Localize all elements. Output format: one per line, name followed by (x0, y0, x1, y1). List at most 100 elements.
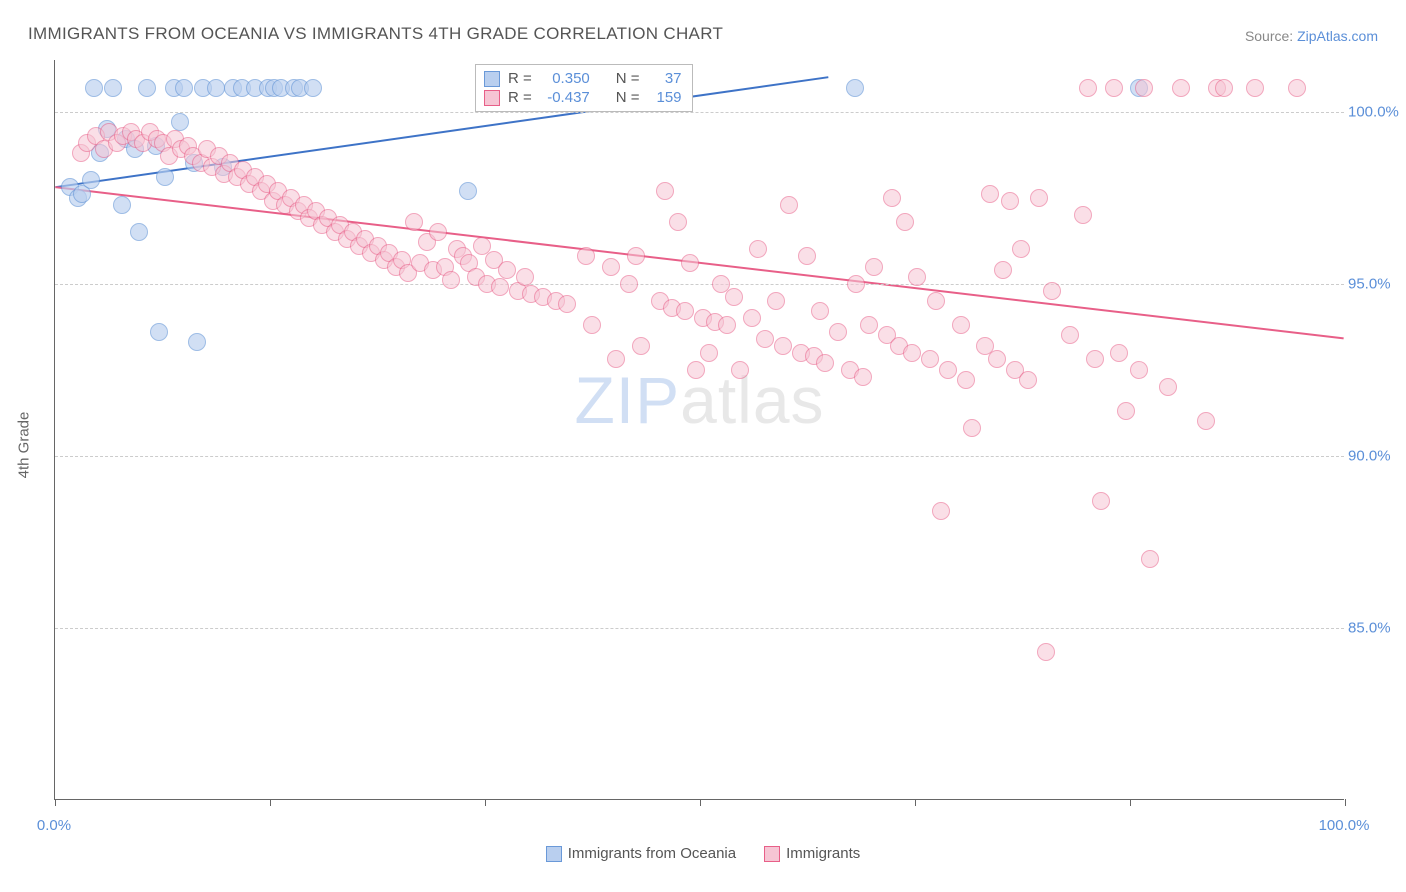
legend-r-label: R = (508, 70, 532, 87)
data-point (939, 361, 957, 379)
data-point (304, 79, 322, 97)
data-point (865, 258, 883, 276)
data-point (442, 271, 460, 289)
data-point (85, 79, 103, 97)
x-tick (1130, 799, 1131, 806)
data-point (104, 79, 122, 97)
gridline (55, 628, 1344, 629)
data-point (743, 309, 761, 327)
data-point (405, 213, 423, 231)
legend-label: Immigrants (786, 845, 860, 862)
legend-swatch (764, 846, 780, 862)
data-point (602, 258, 620, 276)
data-point (767, 292, 785, 310)
data-point (632, 337, 650, 355)
gridline (55, 112, 1344, 113)
data-point (1288, 79, 1306, 97)
data-point (988, 350, 1006, 368)
chart-area: 4th Grade ZIPatlas R =0.350N =37R =-0.43… (54, 60, 1344, 830)
y-tick-label: 100.0% (1348, 103, 1406, 120)
data-point (1079, 79, 1097, 97)
plot-region: ZIPatlas R =0.350N =37R =-0.437N =159 85… (54, 60, 1344, 800)
legend-item: Immigrants from Oceania (546, 845, 736, 862)
data-point (854, 368, 872, 386)
source-link[interactable]: ZipAtlas.com (1297, 28, 1378, 44)
data-point (1215, 79, 1233, 97)
data-point (656, 182, 674, 200)
chart-title: IMMIGRANTS FROM OCEANIA VS IMMIGRANTS 4T… (28, 24, 723, 44)
source-prefix: Source: (1245, 28, 1297, 44)
series-legend: Immigrants from Oceania Immigrants (0, 845, 1406, 862)
data-point (847, 275, 865, 293)
data-point (82, 171, 100, 189)
data-point (150, 323, 168, 341)
data-point (207, 79, 225, 97)
data-point (1117, 402, 1135, 420)
legend-n-value: 37 (648, 70, 682, 87)
legend-swatch (484, 71, 500, 87)
data-point (1197, 412, 1215, 430)
legend-item: Immigrants (764, 845, 860, 862)
data-point (1061, 326, 1079, 344)
x-tick (700, 799, 701, 806)
data-point (921, 350, 939, 368)
regression-legend: R = 0.350 N = 37 R = -0.437 N = 159 (475, 64, 693, 112)
data-point (558, 295, 576, 313)
x-tick (55, 799, 56, 806)
data-point (429, 223, 447, 241)
legend-swatch (546, 846, 562, 862)
y-tick-label: 95.0% (1348, 275, 1406, 292)
data-point (516, 268, 534, 286)
data-point (798, 247, 816, 265)
data-point (1086, 350, 1104, 368)
data-point (175, 79, 193, 97)
legend-row: R = 0.350 N = 37 (484, 69, 682, 88)
data-point (963, 419, 981, 437)
data-point (749, 240, 767, 258)
x-tick (1345, 799, 1346, 806)
legend-r-value: 0.350 (540, 70, 590, 87)
data-point (725, 288, 743, 306)
legend-n-value: 159 (648, 89, 682, 106)
data-point (1043, 282, 1061, 300)
data-point (113, 196, 131, 214)
gridline (55, 284, 1344, 285)
data-point (491, 278, 509, 296)
data-point (896, 213, 914, 231)
legend-n-label: N = (616, 70, 640, 87)
legend-row: R = -0.437 N = 159 (484, 88, 682, 107)
data-point (1105, 79, 1123, 97)
legend-r-label: R = (508, 89, 532, 106)
data-point (1130, 361, 1148, 379)
y-axis-label: 4th Grade (16, 412, 33, 479)
data-point (994, 261, 1012, 279)
x-tick-label: 100.0% (1319, 817, 1370, 834)
data-point (952, 316, 970, 334)
data-point (1135, 79, 1153, 97)
data-point (669, 213, 687, 231)
data-point (700, 344, 718, 362)
data-point (1172, 79, 1190, 97)
data-point (816, 354, 834, 372)
x-tick (270, 799, 271, 806)
data-point (927, 292, 945, 310)
data-point (1030, 189, 1048, 207)
data-point (932, 502, 950, 520)
data-point (577, 247, 595, 265)
gridline (55, 456, 1344, 457)
data-point (130, 223, 148, 241)
data-point (860, 316, 878, 334)
data-point (1074, 206, 1092, 224)
data-point (583, 316, 601, 334)
data-point (1019, 371, 1037, 389)
data-point (780, 196, 798, 214)
data-point (1110, 344, 1128, 362)
data-point (687, 361, 705, 379)
data-point (1001, 192, 1019, 210)
data-point (1037, 643, 1055, 661)
data-point (681, 254, 699, 272)
data-point (607, 350, 625, 368)
data-point (903, 344, 921, 362)
legend-r-value: -0.437 (540, 89, 590, 106)
legend-n-label: N = (616, 89, 640, 106)
